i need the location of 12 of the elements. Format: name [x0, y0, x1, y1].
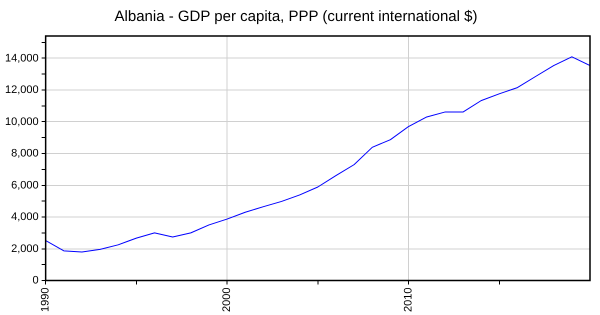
y-tick-label: 4,000: [11, 211, 39, 224]
x-tick-label: 2010: [402, 288, 415, 312]
x-tick-label: 2000: [221, 288, 234, 312]
x-tick-label: 1990: [40, 288, 52, 312]
y-tick-label: 12,000: [4, 84, 39, 96]
y-tick-label: 14,000: [4, 52, 39, 64]
y-tick-label: 6,000: [11, 179, 39, 192]
y-tick-label: 10,000: [4, 116, 39, 128]
y-tick-label: 8,000: [11, 148, 39, 160]
y-tick-label: 0: [32, 274, 39, 287]
chart-title: Albania - GDP per capita, PPP (current international $): [114, 8, 478, 26]
y-tick-label: 2,000: [11, 242, 39, 255]
